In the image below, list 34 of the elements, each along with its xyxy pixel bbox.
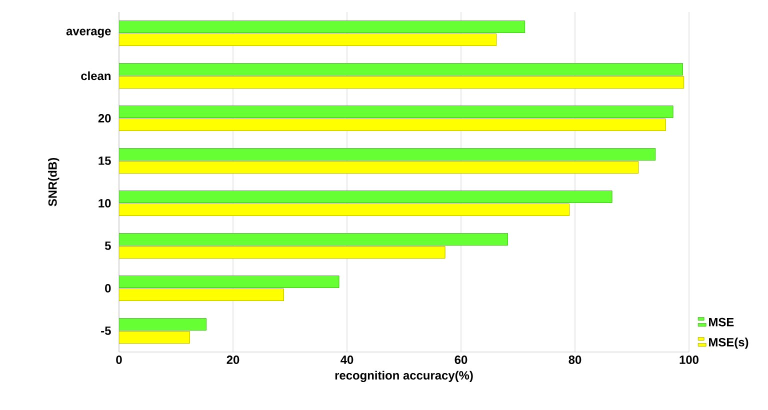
bar — [119, 233, 508, 246]
bar — [119, 288, 284, 301]
bar — [119, 204, 570, 216]
bar — [119, 63, 683, 76]
bar — [119, 318, 206, 330]
y-tick-label: -5 — [101, 326, 111, 335]
bar — [119, 118, 666, 131]
x-tick-label: 100 — [680, 356, 698, 364]
y-tick-label: 15 — [98, 156, 111, 165]
x-tick-label: 0 — [116, 356, 122, 364]
x-axis-title: recognition accuracy(%) — [335, 370, 473, 382]
x-tick-label: 20 — [226, 356, 240, 364]
legend-label: MSE(s) — [709, 338, 748, 349]
y-tick-label: 10 — [98, 199, 111, 208]
bar — [119, 34, 497, 46]
bar — [119, 331, 190, 344]
bar — [119, 161, 638, 174]
y-tick-label: 20 — [98, 114, 111, 122]
bar — [119, 20, 526, 33]
y-axis-title: SNR(dB) — [48, 158, 60, 206]
x-tick-label: 80 — [568, 356, 582, 364]
x-tick-label: 40 — [340, 356, 354, 364]
bar — [119, 276, 340, 288]
bar — [119, 106, 674, 118]
legend-label: MSE — [709, 318, 734, 326]
x-tick-label: 60 — [454, 356, 468, 364]
y-tick-label: 5 — [104, 242, 111, 250]
bar — [119, 76, 684, 88]
bar — [119, 246, 446, 258]
y-tick-label: 0 — [105, 284, 111, 292]
bar — [119, 148, 656, 160]
y-tick-label: clean — [81, 71, 110, 80]
y-tick-label: average — [66, 28, 111, 38]
bar — [119, 190, 612, 203]
